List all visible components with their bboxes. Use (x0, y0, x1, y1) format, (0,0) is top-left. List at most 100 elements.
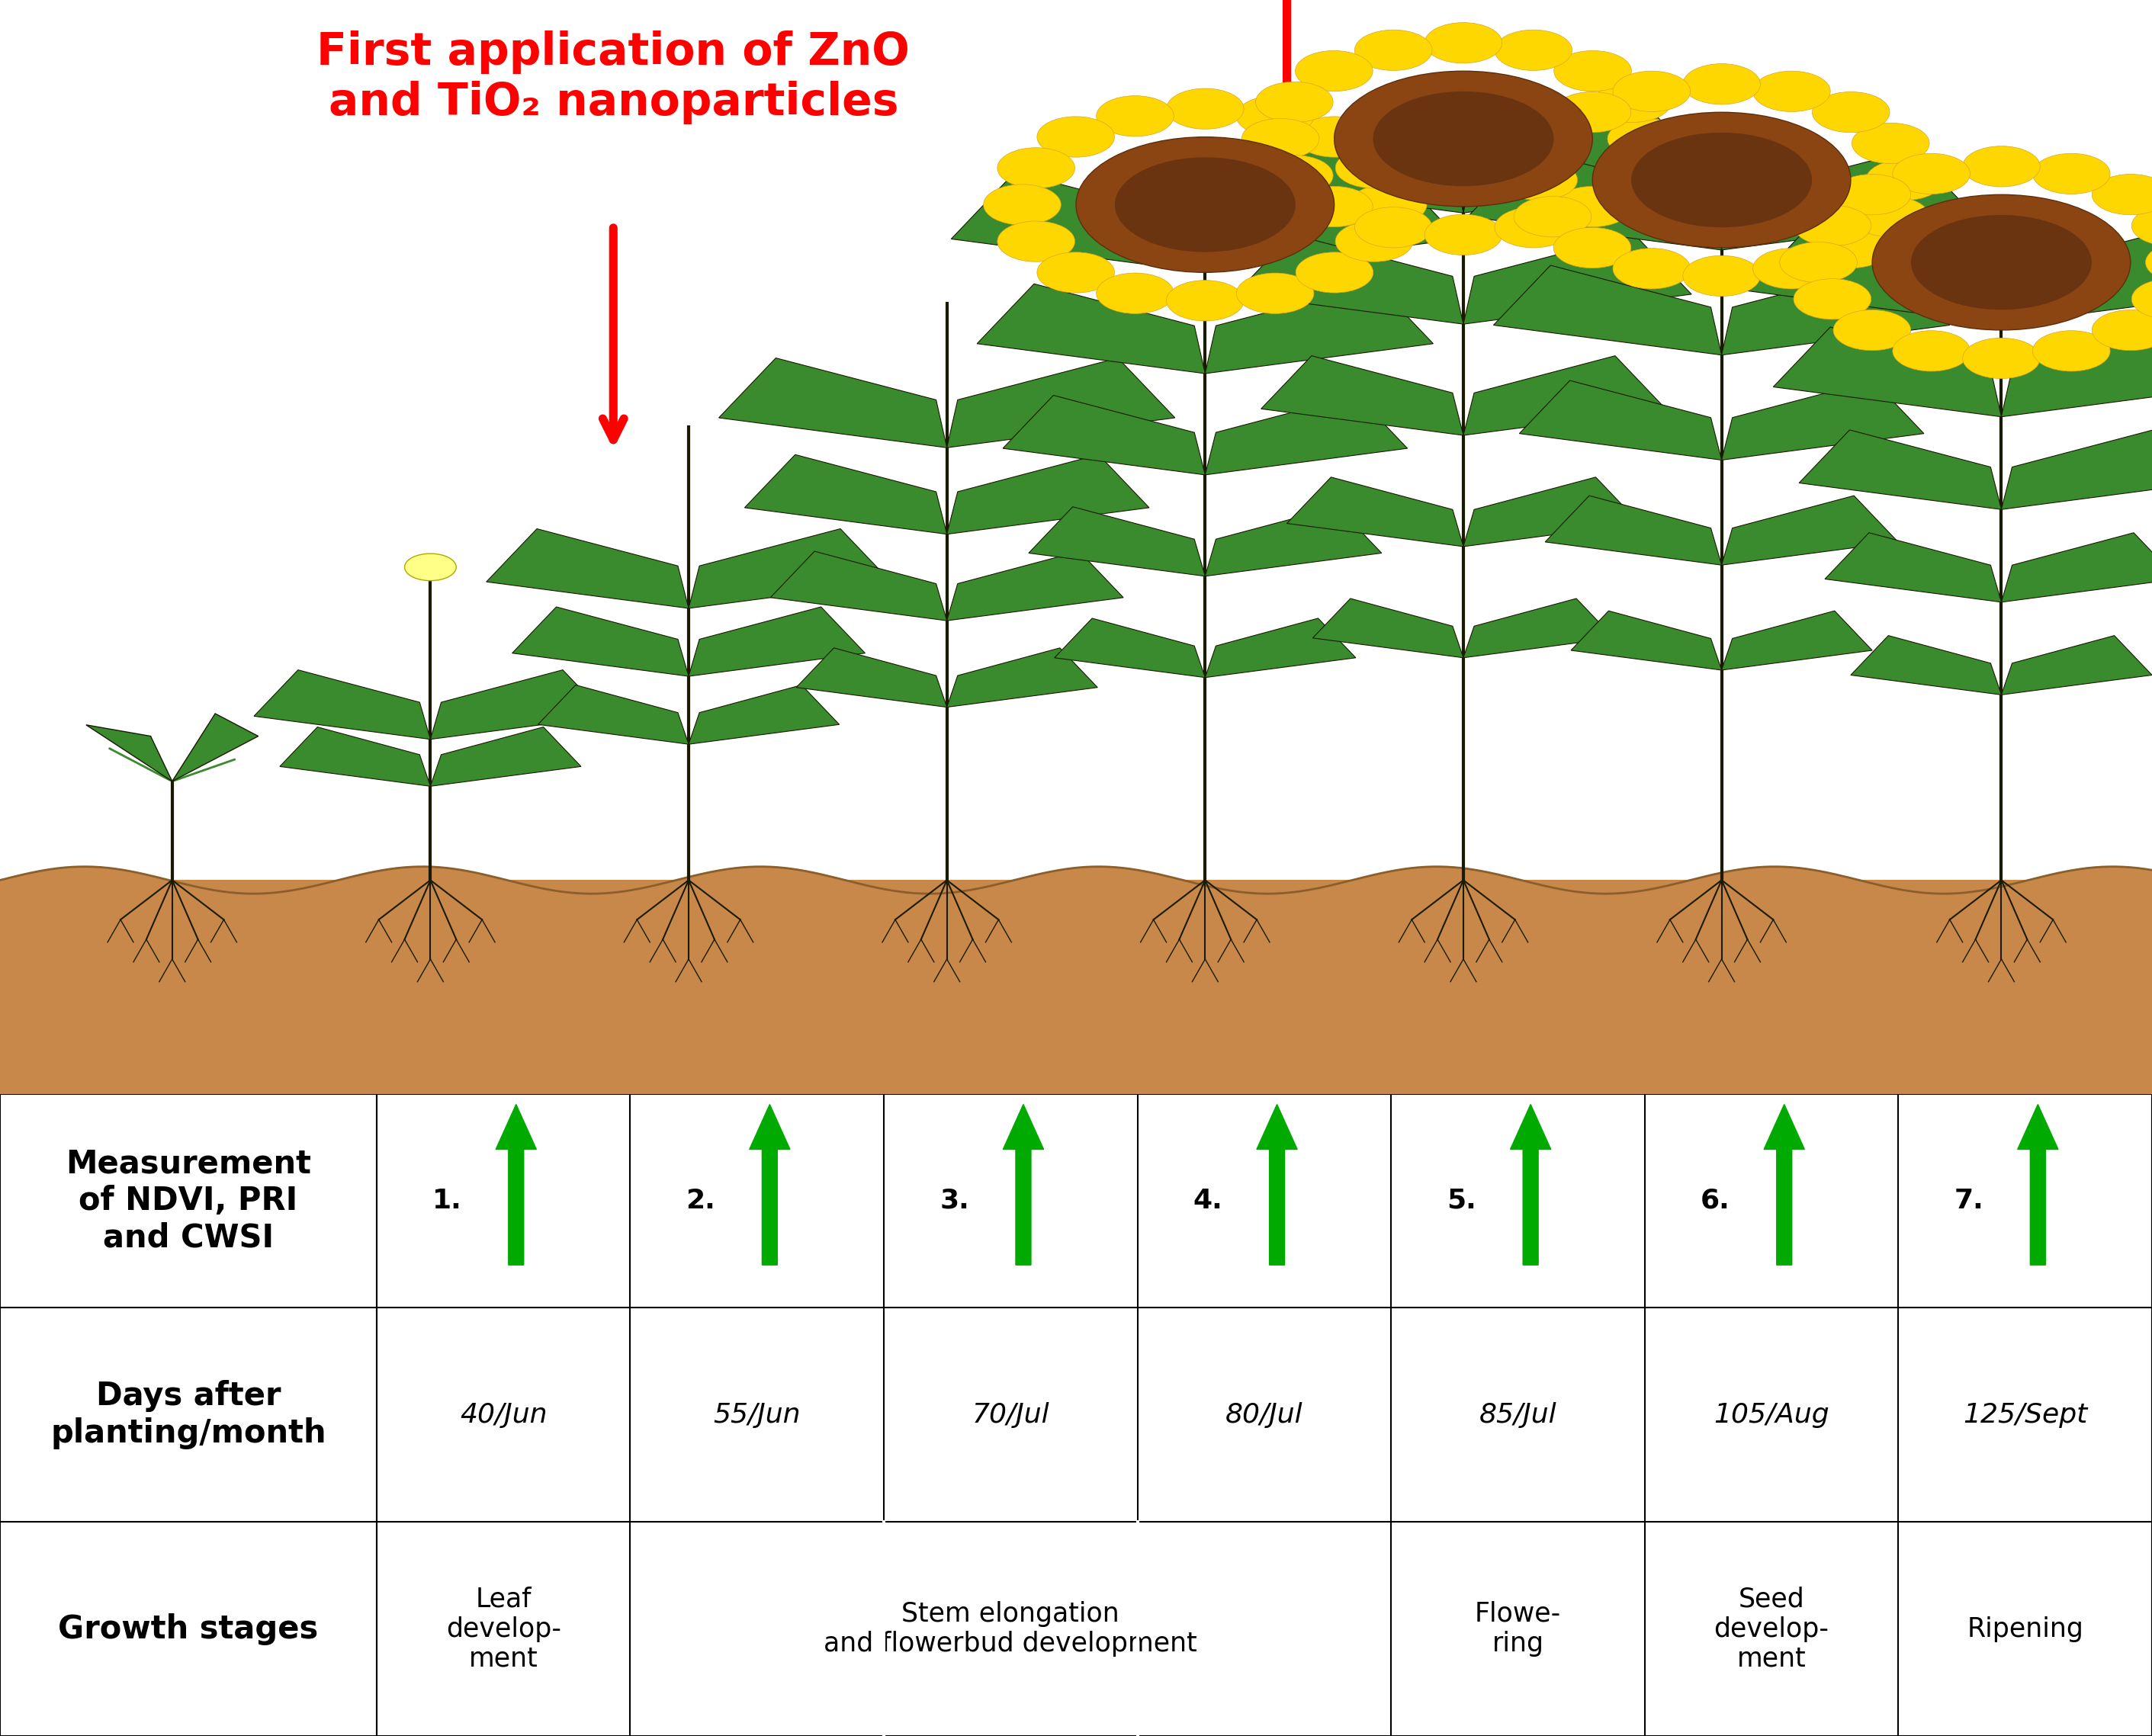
FancyArrow shape (1511, 1104, 1552, 1266)
Polygon shape (1571, 611, 1722, 670)
Circle shape (1812, 227, 1889, 267)
Polygon shape (512, 608, 689, 677)
Circle shape (1812, 92, 1889, 132)
Polygon shape (689, 529, 891, 608)
Circle shape (1336, 148, 1414, 187)
Text: First application of ZnO
and TiO₂ nanoparticles: First application of ZnO and TiO₂ nanopa… (316, 30, 910, 123)
Polygon shape (1205, 507, 1382, 576)
Bar (0, 880, 2152, 1128)
Text: 105/Aug: 105/Aug (1713, 1403, 1829, 1427)
Polygon shape (1825, 533, 2001, 602)
Polygon shape (719, 358, 947, 448)
Polygon shape (1463, 234, 1691, 325)
Polygon shape (2001, 326, 2152, 417)
Polygon shape (951, 172, 1205, 273)
Circle shape (1780, 241, 1857, 283)
Polygon shape (796, 648, 947, 707)
Circle shape (1425, 23, 1502, 62)
Circle shape (1354, 30, 1431, 71)
Polygon shape (1747, 224, 2001, 325)
Circle shape (1373, 92, 1554, 186)
Polygon shape (2001, 533, 2152, 602)
Polygon shape (1722, 149, 1976, 250)
Circle shape (1892, 330, 1969, 372)
Polygon shape (1205, 285, 1433, 373)
Circle shape (1892, 153, 1969, 194)
Circle shape (1608, 118, 1685, 160)
Circle shape (2092, 174, 2152, 215)
Circle shape (1554, 227, 1631, 267)
Text: Stem elongation
and flowerbud development: Stem elongation and flowerbud developmen… (824, 1601, 1197, 1656)
Polygon shape (1261, 356, 1463, 436)
Circle shape (1115, 158, 1296, 252)
Polygon shape (1205, 172, 1459, 273)
Text: Seed
develop-
ment: Seed develop- ment (1713, 1587, 1829, 1672)
Polygon shape (1519, 380, 1722, 460)
Circle shape (2133, 205, 2152, 247)
Circle shape (1425, 214, 1502, 255)
Text: 85/Jul: 85/Jul (1478, 1403, 1556, 1427)
Circle shape (996, 148, 1074, 187)
Circle shape (1095, 95, 1173, 137)
Circle shape (1554, 92, 1631, 132)
Circle shape (1296, 116, 1373, 158)
Text: 40/Jun: 40/Jun (461, 1403, 547, 1427)
Polygon shape (430, 727, 581, 786)
Circle shape (405, 554, 456, 580)
Circle shape (1255, 155, 1332, 196)
Circle shape (983, 184, 1061, 226)
FancyArrow shape (1765, 1104, 1806, 1266)
Polygon shape (1722, 380, 1924, 460)
Circle shape (1296, 50, 1373, 92)
Polygon shape (430, 670, 607, 740)
Polygon shape (1773, 326, 2001, 417)
Circle shape (1683, 64, 1760, 104)
Polygon shape (947, 358, 1175, 448)
Circle shape (1963, 339, 2040, 378)
Text: 1.: 1. (433, 1187, 463, 1213)
Text: 4.: 4. (1192, 1187, 1222, 1213)
Circle shape (1834, 309, 1911, 351)
Circle shape (1554, 50, 1631, 92)
Circle shape (1793, 205, 1870, 247)
Circle shape (1166, 89, 1244, 128)
Circle shape (1595, 155, 1672, 196)
Polygon shape (538, 686, 689, 745)
Circle shape (1296, 186, 1373, 227)
Circle shape (1496, 30, 1573, 71)
Polygon shape (1463, 113, 1717, 214)
Polygon shape (1545, 496, 1722, 566)
Circle shape (1612, 71, 1689, 111)
Text: 80/Jul: 80/Jul (1224, 1403, 1304, 1427)
Circle shape (2034, 153, 2111, 194)
Circle shape (1237, 273, 1315, 314)
Text: 70/Jul: 70/Jul (973, 1403, 1050, 1427)
Polygon shape (280, 727, 430, 786)
Circle shape (1853, 196, 1930, 238)
Circle shape (1911, 215, 2092, 309)
Circle shape (1296, 252, 1373, 293)
Circle shape (1166, 279, 1244, 321)
Circle shape (2146, 241, 2152, 283)
Polygon shape (1209, 113, 1463, 214)
Circle shape (1595, 82, 1672, 123)
Circle shape (1834, 174, 1911, 215)
Polygon shape (1722, 496, 1898, 566)
Polygon shape (1029, 507, 1205, 576)
Circle shape (1631, 132, 1812, 227)
Text: Flowe-
ring: Flowe- ring (1474, 1601, 1560, 1656)
FancyArrow shape (749, 1104, 790, 1266)
Polygon shape (2001, 431, 2152, 509)
Text: 7.: 7. (1954, 1187, 1984, 1213)
Circle shape (1095, 273, 1173, 314)
Circle shape (1554, 186, 1631, 227)
Polygon shape (1463, 599, 1614, 658)
Circle shape (1612, 248, 1689, 288)
Polygon shape (1054, 618, 1205, 677)
FancyArrow shape (495, 1104, 536, 1266)
Circle shape (1037, 252, 1115, 293)
Text: 5.: 5. (1446, 1187, 1476, 1213)
Text: Ripening: Ripening (1967, 1616, 2083, 1642)
Polygon shape (1799, 431, 2001, 509)
Circle shape (1866, 160, 1943, 200)
